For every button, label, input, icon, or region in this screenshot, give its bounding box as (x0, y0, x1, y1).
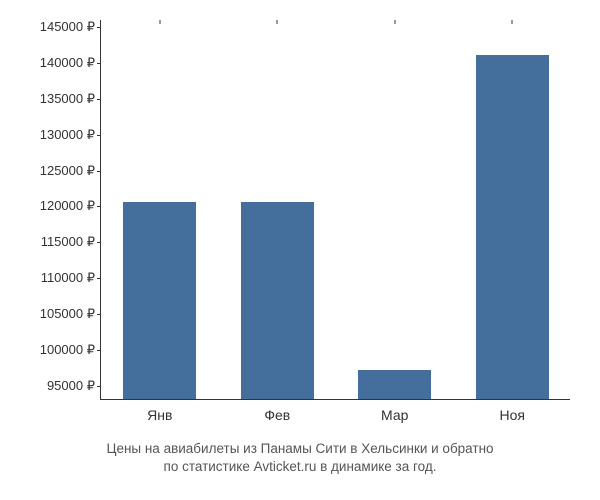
xtick-mark (512, 20, 513, 24)
bar (358, 370, 431, 399)
ytick-mark (97, 278, 101, 279)
caption-line-1: Цены на авиабилеты из Панамы Сити в Хель… (106, 441, 493, 456)
ytick-label: 140000 ₽ (40, 55, 101, 71)
ytick-label: 135000 ₽ (40, 91, 101, 107)
ytick-mark (97, 314, 101, 315)
chart-caption: Цены на авиабилеты из Панамы Сити в Хель… (0, 440, 600, 476)
ytick-label: 120000 ₽ (40, 198, 101, 214)
ytick-mark (97, 27, 101, 28)
ytick-label: 110000 ₽ (41, 270, 101, 286)
xtick-label: Фев (264, 399, 290, 423)
xtick-label: Ноя (500, 399, 525, 423)
ytick-mark (97, 206, 101, 207)
xtick-mark (394, 20, 395, 24)
bar (241, 202, 314, 399)
ytick-label: 95000 ₽ (47, 378, 101, 394)
ytick-mark (97, 99, 101, 100)
ytick-mark (97, 242, 101, 243)
ytick-label: 130000 ₽ (40, 127, 101, 143)
xtick-mark (159, 20, 160, 24)
ytick-mark (97, 63, 101, 64)
ytick-label: 100000 ₽ (40, 342, 101, 358)
ytick-mark (97, 386, 101, 387)
bar (476, 55, 549, 399)
ytick-label: 125000 ₽ (40, 163, 101, 179)
xtick-label: Янв (147, 399, 172, 423)
xtick-mark (277, 20, 278, 24)
ytick-label: 105000 ₽ (40, 306, 101, 322)
ytick-mark (97, 171, 101, 172)
xtick-label: Мар (381, 399, 408, 423)
ytick-mark (97, 350, 101, 351)
bar (123, 202, 196, 399)
price-chart: 95000 ₽100000 ₽105000 ₽110000 ₽115000 ₽1… (100, 20, 570, 400)
ytick-label: 115000 ₽ (41, 234, 101, 250)
ytick-label: 145000 ₽ (40, 19, 101, 35)
caption-line-2: по статистике Avticket.ru в динамике за … (164, 459, 437, 474)
ytick-mark (97, 135, 101, 136)
